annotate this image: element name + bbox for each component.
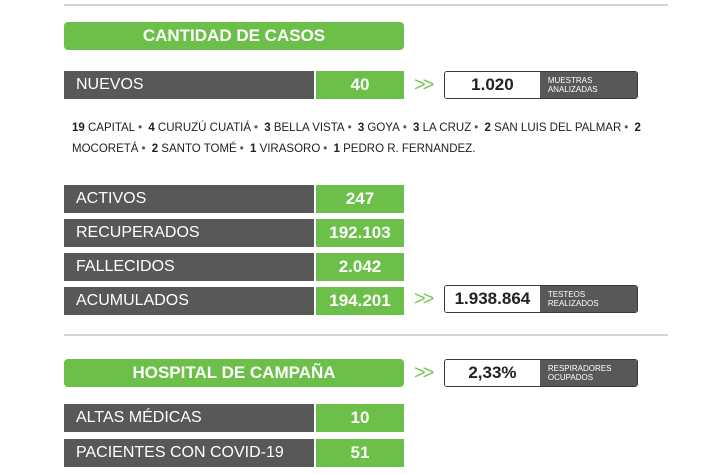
- testeos-stat: 1.938.864 TESTEOS REALIZADOS: [444, 285, 638, 313]
- separator-dot: •: [138, 122, 143, 134]
- chevron-right-icon: >>: [414, 73, 434, 96]
- city-item: 4 CURUZÚ CUATIÁ: [148, 122, 251, 134]
- stat-value: 192.103: [329, 223, 391, 242]
- stat-value: 194.201: [329, 291, 391, 310]
- stat-label-box: ALTAS MÉDICAS: [64, 404, 314, 432]
- stat-value-box: 194.201: [316, 287, 404, 315]
- respiradores-stat: 2,33% RESPIRADORES OCUPADOS: [444, 359, 638, 387]
- cantidad-casos-header: CANTIDAD DE CASOS: [64, 22, 404, 50]
- stat-label-box: RECUPERADOS: [64, 219, 314, 247]
- muestras-stat: 1.020 MUESTRAS ANALIZADAS: [444, 71, 638, 99]
- city-item: 19 CAPITAL: [72, 122, 136, 134]
- respiradores-caption: RESPIRADORES OCUPADOS: [539, 360, 637, 386]
- stat-label: ACTIVOS: [76, 190, 147, 207]
- stat-label-box: FALLECIDOS: [64, 253, 314, 281]
- cantidad-casos-title: CANTIDAD DE CASOS: [142, 26, 326, 45]
- hospital-title: HOSPITAL DE CAMPAÑA: [132, 363, 336, 382]
- nuevos-value: 40: [350, 75, 370, 94]
- stat-label-box: ACUMULADOS: [64, 287, 314, 315]
- respiradores-value: 2,33%: [445, 360, 540, 386]
- city-item: 3 LA CRUZ: [413, 122, 472, 134]
- separator-dot: •: [347, 122, 352, 134]
- hospital-header: HOSPITAL DE CAMPAÑA: [64, 359, 404, 387]
- stat-value-box: 247: [316, 185, 404, 213]
- stat-label: ACUMULADOS: [76, 292, 189, 309]
- chevron-right-icon: >>: [414, 361, 434, 384]
- stat-value-box: 192.103: [316, 219, 404, 247]
- separator-dot: •: [624, 122, 629, 134]
- stat-value: 10: [350, 408, 370, 427]
- city-item: 3 BELLA VISTA: [264, 122, 345, 134]
- separator-dot: •: [323, 143, 328, 155]
- stat-value: 247: [345, 189, 375, 208]
- stat-label: FALLECIDOS: [76, 258, 175, 275]
- city-item: 2 SANTO TOMÉ: [151, 143, 237, 155]
- nuevos-label-box: NUEVOS: [64, 71, 314, 99]
- top-divider: [64, 4, 668, 6]
- stat-value-box: 10: [316, 404, 404, 432]
- nuevos-value-box: 40: [316, 71, 404, 99]
- muestras-caption: MUESTRAS ANALIZADAS: [539, 72, 637, 98]
- stat-label-box: ACTIVOS: [64, 185, 314, 213]
- separator-dot: •: [239, 143, 244, 155]
- city-item: 1 VIRASORO: [249, 143, 321, 155]
- city-item: 3 GOYA: [357, 122, 400, 134]
- stat-label: ALTAS MÉDICAS: [76, 409, 202, 426]
- separator-dot: •: [402, 122, 407, 134]
- testeos-caption: TESTEOS REALIZADOS: [539, 286, 637, 312]
- section-divider: [64, 334, 668, 336]
- chevron-right-icon: >>: [414, 287, 434, 310]
- stat-label: PACIENTES CON COVID-19: [76, 444, 284, 461]
- separator-dot: •: [141, 143, 146, 155]
- city-item: 2 MOCORETÁ: [72, 122, 641, 155]
- testeos-value: 1.938.864: [445, 286, 540, 312]
- separator-dot: •: [253, 122, 259, 134]
- nuevos-label: NUEVOS: [76, 76, 144, 93]
- separator-dot: •: [474, 122, 479, 134]
- stat-value-box: 2.042: [316, 253, 404, 281]
- muestras-value: 1.020: [445, 72, 540, 98]
- stat-value: 2.042: [338, 257, 382, 276]
- city-item: 2 SAN LUIS DEL PALMAR: [484, 122, 622, 134]
- cities-list: 19 CAPITAL • 4 CURUZÚ CUATIÁ • 3 BELLA VIS…: [72, 118, 684, 160]
- stat-label: RECUPERADOS: [76, 224, 200, 241]
- stat-value: 51: [350, 443, 370, 462]
- stat-value-box: 51: [316, 439, 404, 467]
- stat-label-box: PACIENTES CON COVID-19: [64, 439, 314, 467]
- city-item: 1 PEDRO R. FERNANDEZ.: [333, 143, 476, 155]
